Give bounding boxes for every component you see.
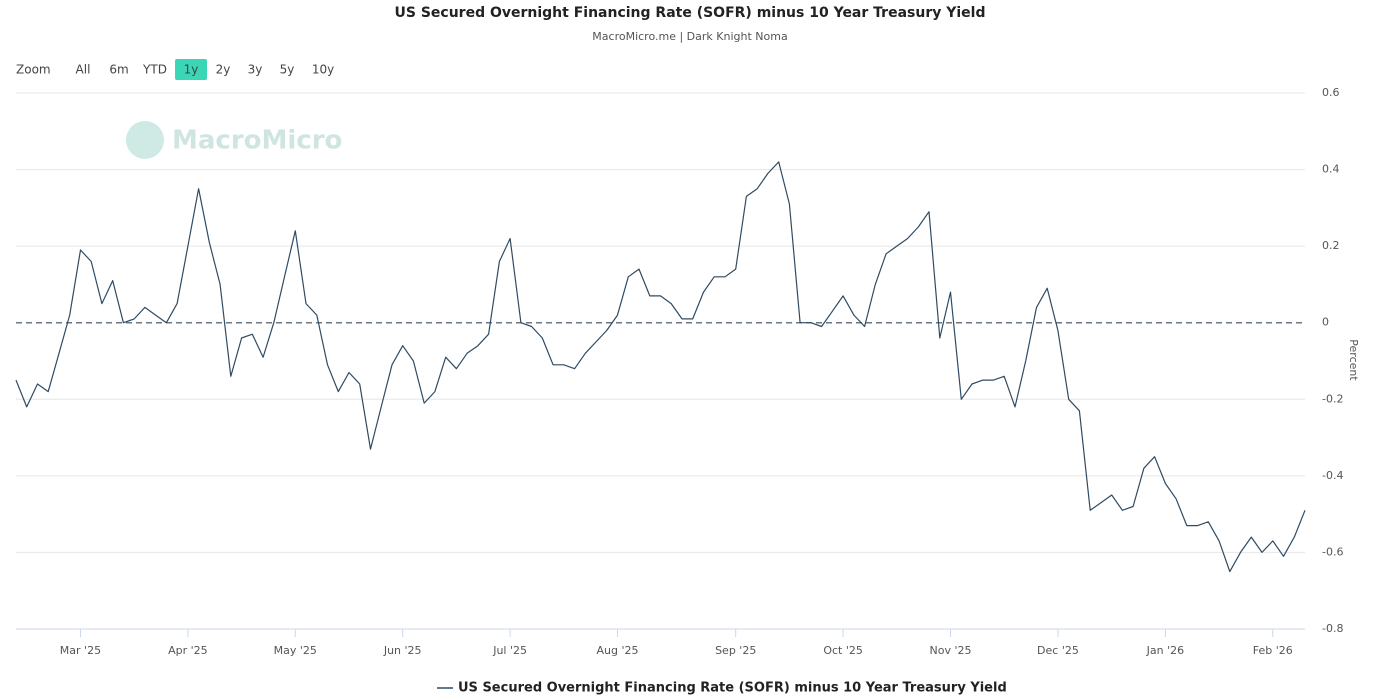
y-tick-label: 0.2: [1322, 239, 1340, 252]
chart-title: US Secured Overnight Financing Rate (SOF…: [395, 5, 986, 21]
y-tick-label: 0.4: [1322, 163, 1340, 176]
range-button-bg: [175, 59, 207, 80]
y-tick-label: -0.6: [1322, 545, 1343, 558]
x-tick-label: Dec '25: [1037, 644, 1079, 657]
range-button[interactable]: 5y: [280, 63, 295, 77]
watermark-logo: [126, 121, 164, 159]
x-tick-label: Jun '25: [383, 644, 422, 657]
y-tick-label: -0.2: [1322, 392, 1343, 405]
y-axis-label: Percent: [1347, 339, 1360, 381]
x-tick-label: Feb '26: [1253, 644, 1293, 657]
range-button[interactable]: YTD: [142, 63, 167, 77]
range-button: 10y: [312, 63, 334, 77]
range-button[interactable]: 1y: [184, 63, 199, 77]
x-tick-label: Jul '25: [492, 644, 527, 657]
x-tick-label: Jan '26: [1146, 644, 1184, 657]
legend-label[interactable]: US Secured Overnight Financing Rate (SOF…: [458, 681, 1007, 696]
x-tick-label: May '25: [274, 644, 317, 657]
y-tick-label: -0.4: [1322, 469, 1343, 482]
x-tick-label: Nov '25: [930, 644, 972, 657]
x-tick-label: Aug '25: [597, 644, 639, 657]
y-tick-label: -0.8: [1322, 622, 1343, 635]
range-button[interactable]: 3y: [248, 63, 263, 77]
x-tick-label: Apr '25: [168, 644, 208, 657]
watermark: MacroMicro: [172, 126, 342, 156]
x-tick-label: Mar '25: [60, 644, 101, 657]
x-tick-label: Sep '25: [715, 644, 756, 657]
zoom-label: Zoom: [16, 63, 51, 77]
range-button[interactable]: All: [76, 63, 91, 77]
range-button[interactable]: 6m: [109, 63, 128, 77]
y-tick-label: 0.6: [1322, 86, 1340, 99]
chart-subtitle: MacroMicro.me | Dark Knight Noma: [592, 30, 787, 43]
y-tick-label: 0: [1322, 316, 1329, 329]
range-button[interactable]: 2y: [216, 63, 231, 77]
x-tick-label: Oct '25: [823, 644, 863, 657]
series-line: [15, 161, 1306, 573]
